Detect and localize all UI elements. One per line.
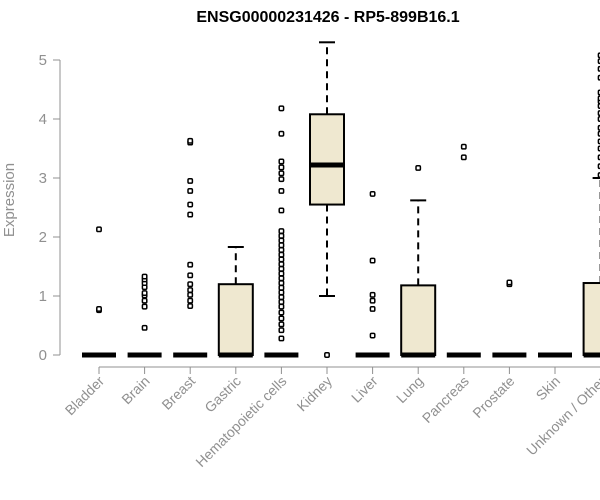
outlier-point: [278, 207, 285, 214]
box-unknown-other: [582, 52, 600, 358]
y-axis: 0 1 2 3 4 5: [39, 52, 61, 364]
outlier-point: [96, 306, 102, 312]
outlier-point: [278, 158, 285, 165]
outlier-point: [278, 309, 285, 316]
outlier-point: [369, 257, 376, 264]
outlier-point: [278, 303, 285, 310]
outlier-point: [141, 290, 148, 297]
outlier-point: [278, 265, 285, 272]
outlier-point: [278, 256, 285, 263]
box-series: [82, 41, 600, 358]
outlier-point: [187, 272, 194, 279]
outlier-point: [278, 251, 285, 258]
outlier-point: [96, 226, 102, 233]
box-bladder: [82, 226, 116, 358]
outlier-point: [141, 303, 148, 310]
outlier-point: [278, 237, 285, 244]
outlier-point: [187, 137, 194, 144]
y-tick-label: 4: [39, 111, 47, 128]
outlier-point: [278, 335, 285, 342]
outlier-point: [187, 261, 194, 268]
x-tick-label: Pancreas: [419, 373, 472, 426]
chart-title: ENSG00000231426 - RP5-899B16.1: [196, 9, 459, 26]
y-tick-label: 5: [39, 52, 47, 69]
y-tick-label: 2: [39, 229, 47, 246]
x-tick-label: Lung: [393, 373, 426, 406]
outlier-point: [278, 280, 285, 286]
outlier-point: [187, 281, 194, 288]
outlier-point: [278, 228, 285, 235]
y-tick-label: 1: [39, 288, 47, 305]
y-tick-label: 0: [39, 347, 47, 364]
box-kidney: [309, 41, 345, 358]
x-tick-label: Bladder: [62, 373, 108, 419]
outlier-point: [278, 327, 285, 334]
outlier-point: [278, 176, 285, 183]
outlier-point: [369, 190, 376, 197]
outlier-point: [141, 324, 148, 331]
outlier-point: [278, 284, 285, 291]
outlier-point: [187, 178, 194, 184]
outlier-point: [278, 315, 285, 322]
outlier-point: [278, 170, 285, 177]
outlier-point: [324, 352, 330, 358]
box-iqr: [582, 282, 600, 356]
box-gastric: [217, 246, 254, 358]
box-liver: [355, 190, 390, 358]
box-iqr: [400, 284, 437, 357]
outlier-point: [415, 165, 422, 171]
box-brain: [127, 273, 162, 358]
box-iqr: [217, 283, 254, 357]
outlier-point: [278, 321, 285, 328]
outlier-point: [187, 287, 194, 294]
outlier-point: [187, 201, 194, 208]
outlier-point: [278, 270, 285, 277]
outlier-point: [369, 332, 376, 339]
outlier-point: [141, 273, 148, 280]
outlier-point: [278, 232, 285, 239]
outlier-point: [187, 291, 194, 298]
outlier-point: [369, 291, 376, 298]
x-tick-label: Liver: [348, 373, 381, 406]
x-tick-label: Skin: [533, 373, 564, 404]
box-pancreas: [446, 143, 481, 358]
outlier-point: [369, 297, 376, 304]
box-hematopoietic-cells: [264, 105, 299, 358]
outlier-point: [506, 279, 513, 286]
outlier-point: [460, 143, 467, 150]
x-tick-label: Prostate: [469, 373, 517, 421]
box-iqr: [309, 113, 345, 206]
outlier-point: [369, 306, 376, 312]
outlier-point: [278, 105, 285, 112]
outlier-point: [278, 242, 285, 249]
x-tick-label: Breast: [158, 373, 198, 413]
box-breast: [173, 137, 208, 358]
outlier-point: [187, 211, 194, 218]
outlier-point: [187, 188, 194, 194]
outlier-point: [187, 303, 194, 309]
y-tick-label: 3: [39, 170, 47, 187]
x-tick-label: Hematopoietic cells: [192, 373, 289, 470]
outlier-point: [187, 297, 194, 304]
x-tick-label: Brain: [118, 373, 152, 407]
outlier-point: [278, 261, 285, 268]
x-tick-label: Gastric: [201, 373, 244, 416]
box-prostate: [492, 279, 527, 358]
outlier-point: [278, 188, 285, 194]
outlier-point: [278, 298, 285, 305]
box-lung: [400, 165, 437, 358]
y-axis-label: Expression: [1, 163, 18, 237]
outlier-point: [278, 289, 285, 296]
outlier-point: [278, 294, 285, 301]
outlier-point: [141, 297, 148, 304]
outlier-point: [278, 275, 285, 282]
outlier-point: [278, 164, 285, 171]
x-tick-label: Kidney: [294, 373, 336, 415]
outlier-point: [278, 130, 285, 137]
outlier-point: [460, 154, 467, 161]
outlier-point: [278, 247, 285, 253]
